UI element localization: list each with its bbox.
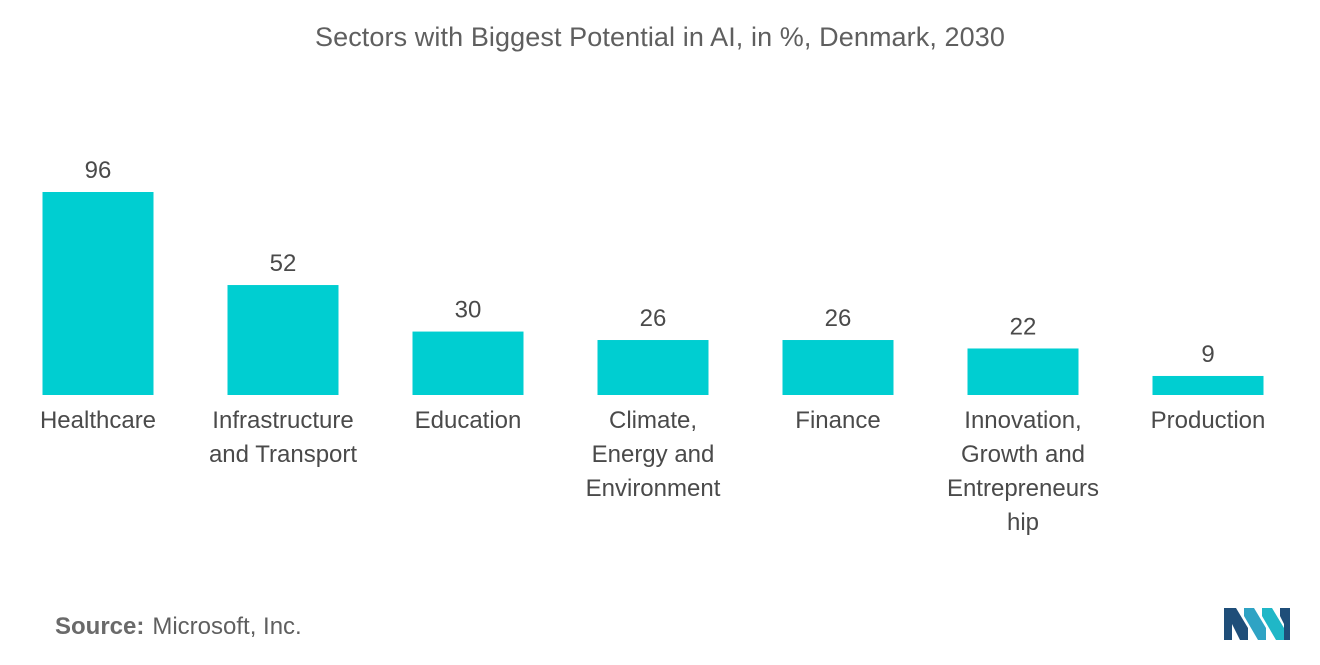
- category-label-3: Climate, Energy and Environment: [585, 407, 721, 502]
- mordor-intelligence-logo-icon: [1224, 608, 1290, 640]
- chart-title: Sectors with Biggest Potential in AI, in…: [314, 22, 1006, 52]
- bar-5: [967, 348, 1079, 395]
- bar-3: [597, 340, 709, 395]
- data-label-2: 30: [455, 297, 482, 324]
- data-label-5: 22: [1010, 313, 1037, 340]
- bar-1: [227, 285, 339, 395]
- data-label-3: 26: [640, 305, 667, 332]
- bar-2: [412, 331, 524, 395]
- bar-6: [1152, 375, 1264, 395]
- category-label-2: Education: [414, 407, 522, 434]
- source-note: Source: Microsoft, Inc.: [55, 613, 302, 641]
- data-label-4: 26: [825, 305, 852, 332]
- category-label-1: Infrastructure and Transport: [208, 407, 358, 468]
- category-label-0: Healthcare: [39, 407, 157, 434]
- source-label: Source:: [55, 613, 145, 640]
- bar-0: [42, 192, 154, 395]
- bar-4: [782, 340, 894, 395]
- source-value: Microsoft, Inc.: [152, 613, 302, 640]
- data-label-0: 96: [85, 157, 112, 184]
- data-label-1: 52: [270, 250, 297, 277]
- category-label-4: Finance: [795, 407, 881, 434]
- data-label-6: 9: [1201, 341, 1214, 368]
- category-label-5: Innovation, Growth and Entrepreneurs hip: [946, 407, 1100, 536]
- category-label-6: Production: [1150, 407, 1266, 434]
